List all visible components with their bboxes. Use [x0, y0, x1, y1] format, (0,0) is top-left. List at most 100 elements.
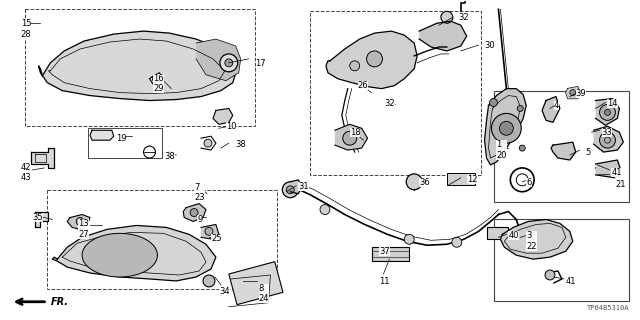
Circle shape — [490, 99, 497, 107]
Text: 31: 31 — [298, 182, 309, 191]
Bar — [495, 220, 629, 301]
Circle shape — [220, 54, 237, 72]
Text: 19: 19 — [116, 134, 126, 143]
Text: 4: 4 — [554, 100, 559, 109]
Circle shape — [499, 121, 513, 135]
Circle shape — [517, 106, 524, 111]
Bar — [88, 128, 163, 158]
Text: 3
22: 3 22 — [526, 231, 537, 251]
Circle shape — [343, 131, 356, 145]
Polygon shape — [419, 21, 467, 51]
Text: 5: 5 — [586, 148, 591, 157]
Bar — [495, 91, 629, 202]
Bar — [447, 173, 475, 185]
Text: 13
27: 13 27 — [78, 220, 89, 239]
Text: 16
29: 16 29 — [154, 74, 164, 93]
Circle shape — [452, 237, 461, 247]
Text: FR.: FR. — [51, 297, 68, 307]
Text: 18: 18 — [349, 128, 360, 137]
Circle shape — [605, 109, 611, 116]
Polygon shape — [213, 108, 233, 124]
Circle shape — [404, 234, 414, 244]
Text: 37: 37 — [380, 247, 390, 256]
Text: 1
20: 1 20 — [497, 140, 507, 160]
Text: 41: 41 — [611, 168, 622, 177]
Text: 9: 9 — [197, 214, 202, 224]
Text: 25: 25 — [211, 234, 221, 243]
Polygon shape — [52, 225, 216, 281]
Text: 32: 32 — [385, 99, 395, 108]
Text: 6: 6 — [526, 178, 532, 187]
Text: 32: 32 — [459, 13, 469, 22]
Polygon shape — [82, 233, 157, 277]
Polygon shape — [31, 148, 54, 168]
Text: 38: 38 — [236, 140, 246, 149]
Circle shape — [203, 275, 215, 287]
Polygon shape — [90, 130, 114, 140]
Text: 39: 39 — [576, 89, 586, 98]
Circle shape — [441, 11, 453, 23]
Circle shape — [282, 182, 298, 198]
Polygon shape — [35, 212, 49, 228]
Text: 8
24: 8 24 — [259, 284, 269, 303]
Polygon shape — [484, 89, 526, 165]
Circle shape — [320, 204, 330, 214]
Text: 26: 26 — [358, 81, 368, 90]
Bar — [486, 228, 508, 239]
Polygon shape — [594, 126, 623, 152]
Text: 35: 35 — [33, 212, 43, 221]
Polygon shape — [596, 165, 616, 176]
Circle shape — [286, 186, 294, 194]
Polygon shape — [596, 160, 621, 178]
Circle shape — [492, 113, 521, 143]
Polygon shape — [326, 31, 417, 89]
Circle shape — [349, 61, 360, 71]
Polygon shape — [500, 220, 573, 259]
Text: 12: 12 — [467, 175, 477, 184]
Polygon shape — [566, 87, 580, 99]
Polygon shape — [335, 124, 367, 150]
Text: 34: 34 — [219, 287, 230, 296]
Polygon shape — [542, 97, 560, 122]
Text: 36: 36 — [419, 178, 430, 187]
Polygon shape — [596, 99, 620, 125]
Polygon shape — [67, 214, 90, 229]
Polygon shape — [201, 224, 219, 239]
Text: 17: 17 — [255, 59, 266, 68]
Text: 38: 38 — [164, 152, 175, 161]
Polygon shape — [551, 142, 576, 160]
Circle shape — [225, 59, 233, 67]
Circle shape — [204, 139, 212, 147]
Circle shape — [76, 218, 84, 225]
Polygon shape — [196, 39, 241, 81]
Bar — [228, 262, 283, 305]
Text: 30: 30 — [484, 41, 495, 50]
Circle shape — [519, 145, 525, 151]
Text: 15
28: 15 28 — [20, 19, 31, 39]
Circle shape — [406, 174, 422, 190]
Text: TP64B5310A: TP64B5310A — [587, 305, 629, 311]
Bar — [24, 9, 255, 126]
Bar — [310, 11, 481, 175]
Text: 14: 14 — [607, 99, 618, 108]
Circle shape — [545, 270, 555, 280]
Circle shape — [152, 75, 161, 83]
Circle shape — [205, 228, 213, 235]
Polygon shape — [291, 180, 302, 194]
Text: 33: 33 — [602, 128, 612, 137]
Text: 41: 41 — [566, 277, 577, 286]
Text: 7
23: 7 23 — [194, 183, 205, 202]
Text: 11: 11 — [380, 277, 390, 286]
Text: 40: 40 — [508, 231, 519, 240]
Polygon shape — [38, 31, 236, 100]
Bar — [47, 190, 277, 289]
Circle shape — [190, 209, 198, 217]
Text: 10: 10 — [226, 122, 236, 131]
Polygon shape — [183, 204, 206, 221]
Bar — [372, 247, 409, 261]
Text: 42
43: 42 43 — [20, 163, 31, 182]
Circle shape — [600, 105, 616, 120]
Circle shape — [570, 90, 576, 96]
Circle shape — [367, 51, 383, 67]
Circle shape — [600, 132, 616, 148]
